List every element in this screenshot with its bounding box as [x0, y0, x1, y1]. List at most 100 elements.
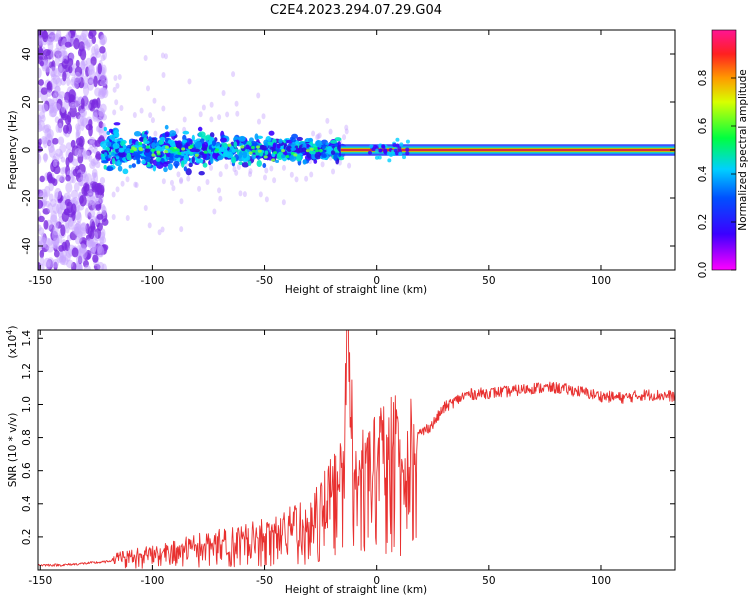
scatter-speckle: [68, 217, 74, 227]
scatter-speckle: [201, 104, 206, 111]
scatter-speckle: [83, 264, 91, 270]
band-speckle: [302, 143, 307, 149]
band-speckle: [189, 144, 194, 148]
x-tick-label: 100: [591, 275, 611, 287]
scatter-speckle: [58, 91, 66, 99]
band-speckle: [128, 164, 132, 169]
scatter-speckle: [39, 249, 45, 259]
band-speckle: [111, 157, 116, 165]
band-speckle: [138, 146, 143, 151]
scatter-speckle: [76, 124, 81, 137]
scatter-speckle: [289, 171, 294, 178]
scatter-speckle: [143, 204, 148, 211]
scatter-speckle: [79, 194, 87, 207]
scatter-speckle: [92, 242, 97, 254]
band-speckle: [402, 155, 407, 160]
scatter-speckle: [47, 202, 53, 214]
colorbar-ticks: 0.0 0.2 0.4 0.6 0.8: [697, 70, 736, 278]
band-speckle: [247, 160, 252, 166]
scatter-speckle: [100, 54, 106, 62]
band-speckle: [194, 153, 199, 157]
band-speckle: [241, 161, 249, 168]
band-speckle: [131, 163, 137, 168]
band-speckle: [164, 150, 169, 154]
scatter-speckle: [84, 207, 89, 218]
scatter-speckle: [66, 111, 72, 123]
band-speckle: [330, 139, 338, 144]
scatter-speckle: [60, 105, 66, 114]
band-speckle: [167, 163, 173, 171]
scatter-speckle: [147, 222, 152, 229]
band-speckle: [405, 147, 410, 152]
snr-series-line: [38, 330, 675, 569]
scatter-speckle: [139, 107, 144, 114]
scatter-speckle: [143, 54, 148, 61]
band-speckle: [257, 149, 262, 153]
colorbar: 0.0 0.2 0.4 0.6 0.8 Normalized spectral ampl…: [697, 29, 749, 278]
scatter-speckle: [92, 109, 98, 120]
scatter-speckle: [94, 198, 102, 205]
scatter-speckle: [161, 178, 166, 185]
scatter-speckle: [70, 189, 79, 199]
y-tick-label: 0.4: [21, 495, 33, 512]
band-speckle: [278, 138, 283, 144]
y-tick-label: 0: [21, 147, 33, 154]
spectrogram-y-label: Frequency (Hz): [7, 110, 19, 189]
scatter-speckle: [344, 128, 349, 135]
snr-background: [38, 330, 675, 570]
x-tick-label: 50: [482, 575, 495, 587]
scatter-speckle: [86, 101, 91, 111]
scatter-speckle: [248, 168, 253, 175]
scatter-speckle: [316, 133, 321, 140]
scatter-speckle: [44, 124, 51, 132]
scatter-speckle: [97, 261, 105, 270]
band-speckle: [151, 148, 156, 152]
band-speckle: [133, 130, 142, 137]
band-speckle: [179, 151, 186, 157]
scatter-speckle: [71, 226, 80, 234]
band-speckle: [405, 139, 410, 144]
scatter-speckle: [57, 136, 65, 146]
band-speckle: [383, 149, 388, 154]
scatter-speckle: [93, 75, 98, 88]
band-speckle: [177, 151, 182, 156]
band-speckle: [105, 166, 114, 172]
band-speckle: [225, 151, 234, 159]
scatter-speckle: [68, 89, 76, 101]
scatter-speckle: [125, 176, 130, 183]
scatter-speckle: [57, 234, 63, 244]
scatter-speckle: [94, 139, 102, 147]
scatter-speckle: [235, 110, 240, 117]
scatter-speckle: [148, 112, 153, 119]
band-speckle: [250, 140, 258, 148]
band-speckle: [263, 155, 268, 159]
scatter-speckle: [90, 56, 97, 66]
band-speckle: [162, 161, 169, 168]
scatter-speckle: [52, 259, 59, 268]
y-tick-label: 0.6: [21, 462, 33, 479]
scatter-speckle: [132, 111, 137, 118]
scatter-speckle: [99, 177, 106, 184]
band-speckle: [301, 147, 307, 153]
scatter-speckle: [73, 38, 80, 50]
scatter-speckle: [88, 31, 94, 40]
band-speckle: [202, 152, 207, 160]
x-tick-label: -100: [140, 275, 164, 287]
band-speckle: [103, 164, 107, 170]
scatter-speckle: [99, 79, 108, 87]
scatter-speckle: [236, 163, 241, 170]
scatter-speckle: [325, 117, 330, 124]
snr-y-label: SNR (10 * v/v): [7, 413, 19, 488]
scatter-speckle: [46, 81, 52, 91]
scatter-speckle: [79, 243, 87, 254]
scatter-speckle: [73, 182, 80, 192]
band-speckle: [250, 145, 255, 150]
scatter-speckle: [97, 62, 102, 75]
band-speckle: [134, 154, 142, 158]
scatter-speckle: [198, 111, 203, 118]
band-speckle: [132, 147, 137, 152]
band-speckle: [126, 152, 132, 161]
y-tick-label: 1.0: [21, 396, 33, 413]
band-speckle: [395, 143, 400, 148]
scatter-speckle: [69, 105, 77, 118]
